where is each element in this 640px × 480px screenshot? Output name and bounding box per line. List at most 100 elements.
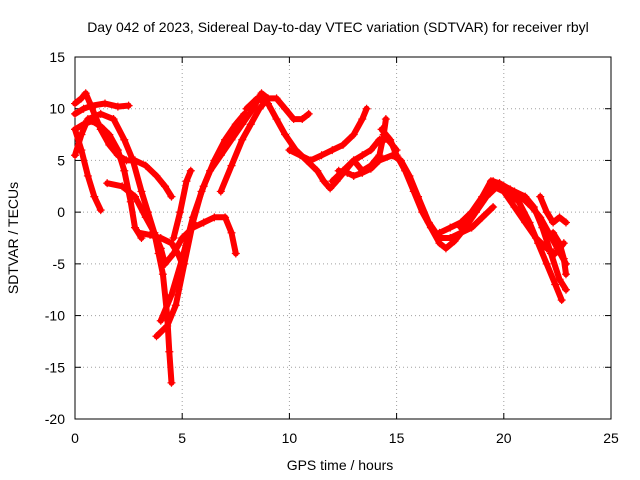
data-point bbox=[328, 177, 337, 186]
y-tick-label: -5 bbox=[53, 256, 66, 272]
data-point bbox=[441, 244, 450, 253]
data-point bbox=[120, 166, 129, 175]
data-point bbox=[167, 378, 176, 387]
y-tick-label: -10 bbox=[45, 308, 65, 324]
data-point bbox=[536, 213, 545, 222]
series-trace bbox=[157, 110, 248, 324]
x-tick-label: 25 bbox=[603, 430, 619, 446]
data-point bbox=[450, 237, 459, 246]
data-point bbox=[272, 94, 281, 103]
data-point bbox=[343, 168, 352, 177]
data-point bbox=[158, 270, 167, 279]
data-point bbox=[238, 135, 247, 144]
data-point bbox=[446, 234, 455, 242]
series-trace bbox=[153, 90, 271, 340]
plot-frame bbox=[74, 56, 612, 420]
data-series bbox=[71, 89, 570, 387]
data-point bbox=[171, 301, 180, 310]
data-point bbox=[542, 259, 551, 268]
data-point bbox=[536, 192, 545, 201]
data-point bbox=[366, 164, 375, 173]
data-point bbox=[161, 259, 170, 268]
x-axis-label: GPS time / hours bbox=[287, 457, 394, 473]
series-arc22 bbox=[549, 228, 570, 279]
data-point bbox=[272, 115, 281, 124]
y-tick-label: 5 bbox=[57, 152, 65, 168]
data-point bbox=[285, 146, 294, 155]
x-tick-label: 15 bbox=[389, 430, 405, 446]
data-point bbox=[71, 151, 79, 160]
data-point bbox=[418, 208, 427, 217]
data-point bbox=[118, 182, 127, 191]
data-point bbox=[304, 109, 313, 118]
data-point bbox=[156, 244, 165, 253]
data-point bbox=[555, 213, 564, 222]
data-point bbox=[156, 234, 165, 242]
data-point bbox=[435, 239, 444, 248]
data-point bbox=[167, 239, 176, 248]
data-point bbox=[227, 228, 236, 237]
data-point bbox=[152, 171, 161, 180]
data-point bbox=[169, 234, 178, 242]
data-point bbox=[561, 270, 570, 279]
data-point bbox=[113, 102, 122, 111]
data-point bbox=[542, 244, 551, 253]
data-point bbox=[542, 208, 551, 217]
data-point bbox=[126, 197, 135, 206]
data-point bbox=[313, 166, 322, 175]
data-point bbox=[401, 166, 410, 175]
data-point bbox=[167, 192, 176, 201]
data-point bbox=[486, 177, 495, 186]
series-arc4 bbox=[71, 99, 133, 118]
chart-title: Day 042 of 2023, Sidereal Day-to-day VTE… bbox=[87, 19, 589, 35]
data-point bbox=[349, 130, 358, 139]
x-axis: 0 5 10 15 20 25 bbox=[71, 57, 619, 446]
data-point bbox=[96, 206, 105, 215]
data-point bbox=[349, 171, 358, 180]
series-arc5 bbox=[71, 117, 146, 242]
data-point bbox=[358, 168, 367, 177]
data-point bbox=[163, 321, 172, 330]
data-point bbox=[349, 156, 358, 165]
data-point bbox=[167, 290, 176, 299]
data-point bbox=[186, 166, 195, 175]
x-tick-label: 10 bbox=[282, 430, 298, 446]
y-tick-label: 10 bbox=[49, 101, 65, 117]
data-point bbox=[105, 130, 114, 139]
data-point bbox=[557, 296, 566, 305]
x-tick-label: 20 bbox=[496, 430, 512, 446]
data-point bbox=[549, 218, 558, 227]
data-point bbox=[199, 218, 208, 227]
data-point bbox=[521, 218, 530, 227]
series-trace bbox=[170, 167, 194, 241]
data-point bbox=[141, 161, 150, 170]
data-point bbox=[409, 187, 418, 196]
data-point bbox=[83, 171, 92, 180]
data-point bbox=[165, 347, 174, 356]
data-point bbox=[71, 125, 79, 134]
data-point bbox=[96, 109, 105, 118]
data-point bbox=[328, 146, 337, 155]
data-point bbox=[253, 94, 262, 103]
data-point bbox=[96, 122, 105, 131]
y-tick-label: 0 bbox=[57, 204, 65, 220]
data-point bbox=[386, 135, 395, 144]
y-tick-label: -15 bbox=[45, 359, 65, 375]
data-point bbox=[281, 130, 290, 139]
data-point bbox=[79, 104, 88, 113]
series-arc10 bbox=[156, 109, 249, 325]
data-point bbox=[375, 156, 384, 165]
data-point bbox=[426, 223, 435, 232]
data-point bbox=[113, 146, 122, 155]
data-point bbox=[90, 192, 99, 201]
data-point bbox=[257, 89, 266, 98]
data-point bbox=[141, 213, 150, 222]
data-point bbox=[495, 179, 504, 188]
data-point bbox=[319, 177, 328, 186]
data-point bbox=[358, 151, 367, 160]
data-point bbox=[131, 192, 140, 201]
data-point bbox=[281, 104, 290, 113]
data-point bbox=[221, 213, 230, 222]
series-trace bbox=[72, 118, 145, 241]
